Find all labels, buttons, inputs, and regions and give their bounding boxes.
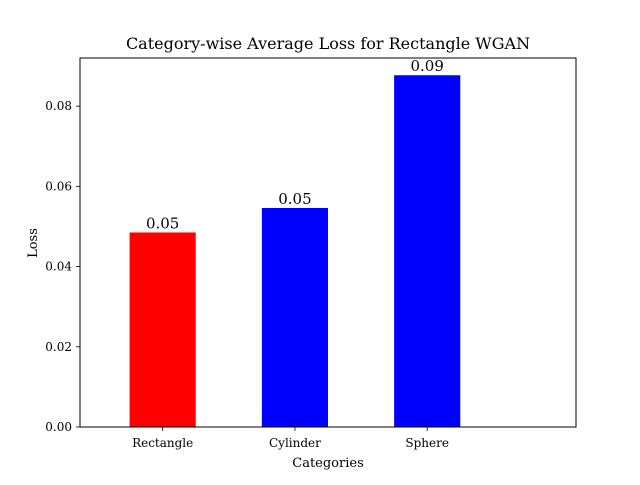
y-axis-label: Loss (26, 228, 41, 258)
bar-cylinder (261, 208, 328, 427)
x-axis-label: Categories (292, 456, 364, 471)
y-tick-label: 0.06 (45, 179, 72, 193)
plot-area: 0.05 Rectangle 0.05 Cylinder 0.09 Sphere 0.00 0… (45, 57, 577, 450)
y-tick-label: 0.04 (45, 260, 72, 274)
y-tick-label: 0.02 (45, 340, 72, 354)
x-tick-label-rectangle: Rectangle (132, 436, 193, 450)
bar-rectangle (129, 232, 196, 427)
chart-title: Category-wise Average Loss for Rectangle… (126, 34, 530, 53)
data-label-cylinder: 0.05 (278, 190, 311, 208)
y-tick-label: 0.00 (45, 420, 72, 434)
x-tick-label-sphere: Sphere (405, 436, 449, 450)
data-label-rectangle: 0.05 (146, 214, 179, 232)
data-label-sphere: 0.09 (410, 57, 443, 75)
axes-frame (79, 57, 577, 428)
y-tick-label: 0.08 (45, 99, 72, 113)
bar-sphere (394, 75, 461, 428)
x-tick-label-cylinder: Cylinder (269, 436, 321, 450)
